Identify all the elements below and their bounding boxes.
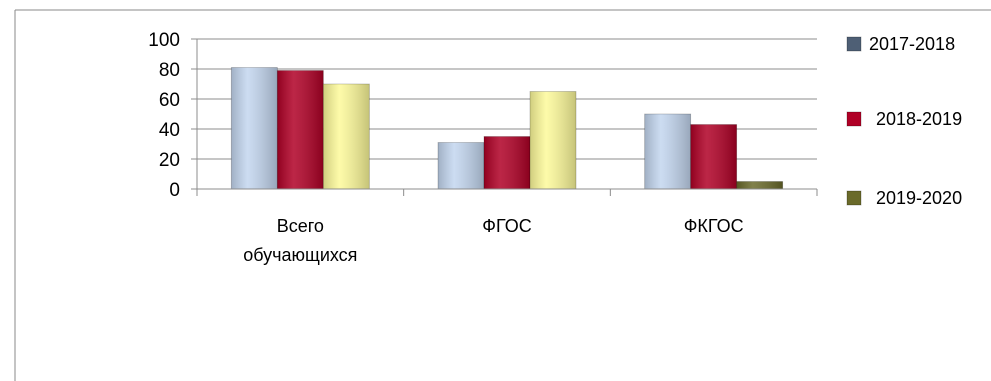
- axes: [191, 38, 818, 196]
- legend-label: 2017-2018: [869, 34, 955, 54]
- y-tick-label: 100: [148, 30, 180, 51]
- bar-shading: [736, 181, 783, 189]
- legend-swatch: [846, 190, 862, 206]
- bars: [230, 67, 784, 190]
- bar-shading: [277, 70, 324, 189]
- legend: 2017-2018 2018-2019 2019-2020: [846, 34, 962, 208]
- x-category-label: Всего: [277, 216, 324, 236]
- y-tick-label: 0: [169, 180, 180, 201]
- bar-shading: [231, 67, 278, 189]
- x-category-label: ФГОС: [482, 216, 531, 236]
- x-category-label: ФКГОС: [684, 216, 744, 236]
- chart-frame: [14, 9, 991, 381]
- legend-swatch: [846, 111, 862, 127]
- y-tick-label: 80: [159, 60, 180, 81]
- x-category-labels: Всего обучающихся ФГОС ФКГОС: [243, 216, 743, 265]
- x-category-label: обучающихся: [243, 245, 357, 265]
- legend-swatch: [846, 36, 862, 52]
- y-tick-labels: 0 20 40 60 80 100: [148, 30, 180, 201]
- bar-shading: [690, 124, 737, 189]
- bar-shading: [438, 142, 484, 189]
- bar-shading: [323, 84, 370, 189]
- y-tick-label: 40: [159, 120, 180, 141]
- bar-shading: [530, 91, 576, 189]
- bar-shading: [484, 136, 530, 189]
- legend-label: 2018-2019: [876, 109, 962, 129]
- bar-shading: [644, 114, 691, 189]
- y-tick-label: 60: [159, 90, 180, 111]
- y-tick-label: 20: [159, 150, 180, 171]
- legend-label: 2019-2020: [876, 188, 962, 208]
